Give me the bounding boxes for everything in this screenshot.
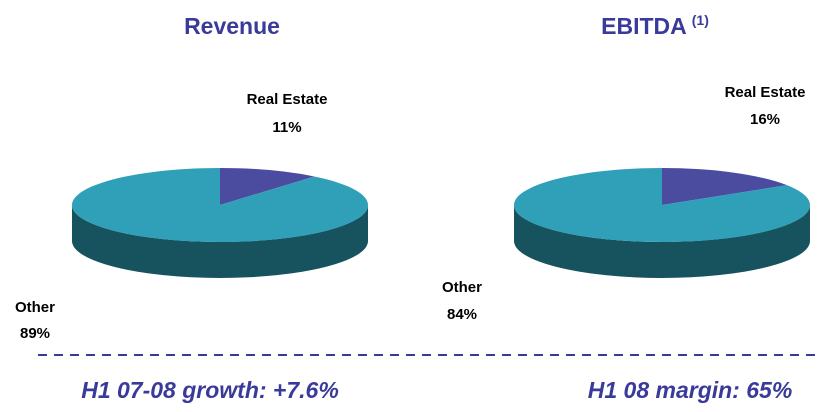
- pie-slice: [662, 168, 787, 205]
- annotation: H1 07-08 growth: +7.6%: [81, 377, 339, 403]
- chart-title-text: Revenue: [184, 13, 280, 39]
- slice-label: Other: [442, 279, 482, 296]
- slice-value-label: 11%: [272, 119, 301, 136]
- chart-title: EBITDA (1): [601, 12, 709, 39]
- chart-title-text: EBITDA: [601, 13, 687, 39]
- pie-slice: [220, 168, 315, 205]
- pie-side: [72, 205, 368, 278]
- annotation: H1 08 margin: 65%: [588, 377, 793, 403]
- title-footnote: (1): [692, 12, 709, 28]
- slice-value-label: 89%: [20, 325, 50, 342]
- slice-label: Real Estate: [247, 91, 328, 108]
- pie-slice: [514, 168, 810, 243]
- slice-label: Other: [15, 299, 55, 316]
- slice-label: Real Estate: [725, 84, 806, 101]
- pie-slice: [71, 168, 368, 242]
- pie-side: [514, 205, 810, 278]
- chart-title: Revenue: [184, 13, 280, 39]
- slice-value-label: 84%: [447, 306, 477, 323]
- slice-value-label: 16%: [750, 111, 780, 128]
